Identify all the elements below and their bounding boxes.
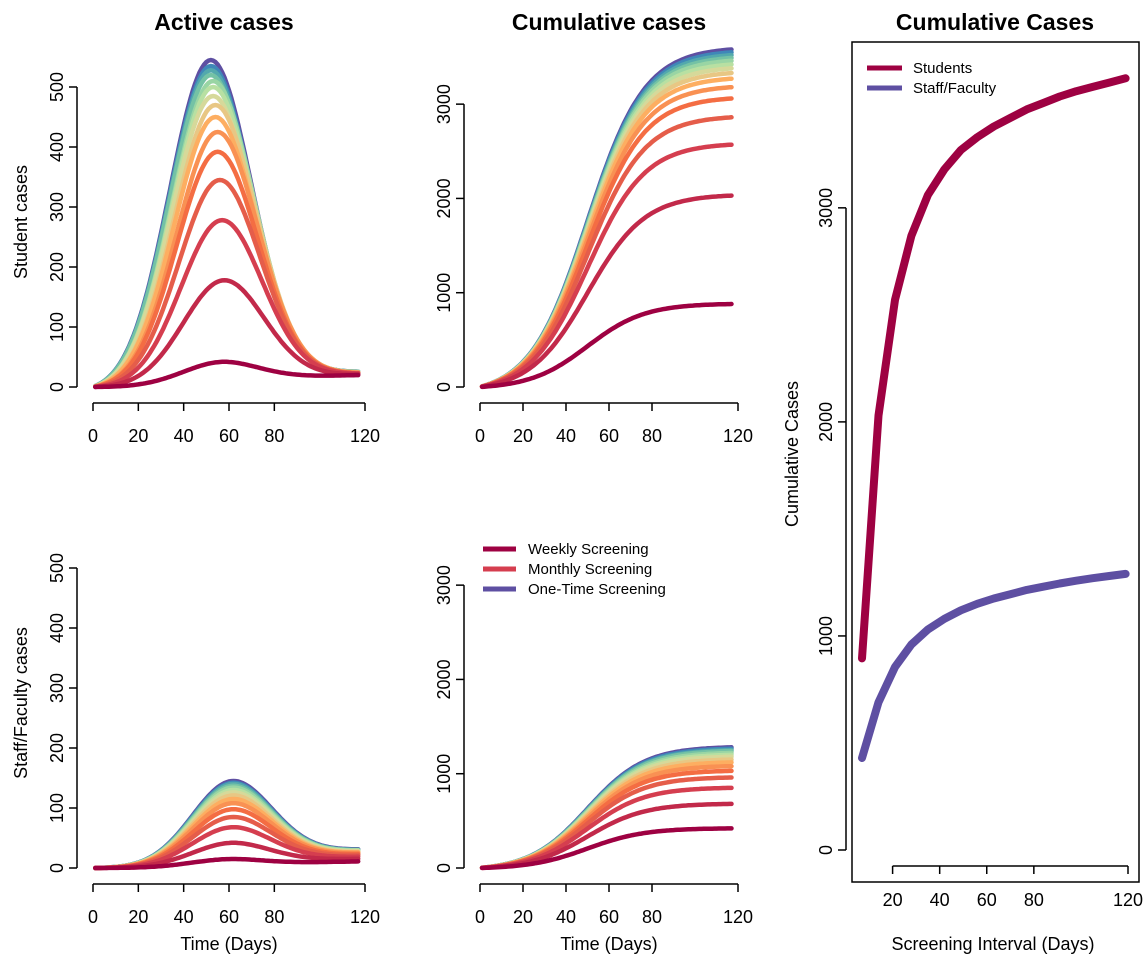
y-tick-label: 3000 [816, 188, 836, 228]
x-tick-label: 120 [350, 907, 380, 927]
x-tick-label: 0 [88, 907, 98, 927]
series-line [93, 856, 361, 871]
y-tick-label: 0 [47, 382, 67, 392]
series-line [479, 55, 734, 389]
y-axis-label: Student cases [11, 165, 31, 279]
y-axis-label: Cumulative Cases [782, 381, 802, 527]
x-axis-label: Time (Days) [180, 934, 277, 954]
x-axis-label: Screening Interval (Days) [891, 934, 1094, 954]
series-line [93, 217, 361, 390]
y-tick-label: 100 [47, 312, 67, 342]
y-tick-label: 500 [47, 553, 67, 583]
x-tick-label: 60 [599, 907, 619, 927]
y-tick-label: 0 [434, 863, 454, 873]
series-line [479, 47, 734, 389]
y-tick-label: 3000 [434, 565, 454, 605]
y-tick-label: 3000 [434, 84, 454, 124]
y-tick-label: 1000 [434, 754, 454, 794]
x-tick-label: 80 [642, 426, 662, 446]
y-axis-label: Staff/Faculty cases [11, 627, 31, 779]
panel-cumulative-staff: 0 20 40 60 80 120 0 1000 2000 3000 Time (Days) Week… [434, 541, 753, 954]
x-tick-label: 120 [723, 907, 753, 927]
x-tick-label: 0 [88, 426, 98, 446]
y-tick-label: 0 [47, 863, 67, 873]
x-tick-label: 120 [723, 426, 753, 446]
x-tick-label: 40 [174, 907, 194, 927]
y-tick-label: 300 [47, 192, 67, 222]
x-tick-label: 20 [128, 907, 148, 927]
legend-label: One-Time Screening [528, 581, 666, 598]
series-line [93, 277, 361, 390]
y-tick-label: 200 [47, 252, 67, 282]
x-tick-label: 60 [599, 426, 619, 446]
x-axis-label: Time (Days) [560, 934, 657, 954]
x-tick-label: 20 [513, 907, 533, 927]
y-tick-label: 2000 [434, 659, 454, 699]
series-line [479, 76, 734, 389]
x-tick-label: 60 [219, 907, 239, 927]
series-line-0 [858, 74, 1130, 663]
series-line [93, 359, 361, 390]
series-line [479, 826, 734, 871]
y-tick-label: 400 [47, 613, 67, 643]
x-tick-label: 20 [883, 890, 903, 910]
series-line [479, 301, 734, 390]
x-tick-label: 40 [556, 907, 576, 927]
series-line [93, 102, 361, 389]
x-tick-label: 80 [642, 907, 662, 927]
y-tick-label: 300 [47, 673, 67, 703]
panel-cumulative-students: 0 20 40 60 80 120 0 1000 2000 3000 Cumulative case… [434, 9, 753, 446]
series-line [479, 142, 734, 389]
legend-label: Staff/Faculty [913, 80, 997, 97]
panel-active-staff: 0 20 40 60 80 120 0 100 200 300 400 500 Staff/Facult… [11, 553, 380, 954]
y-tick-label: 1000 [434, 273, 454, 313]
plot-frame [851, 41, 1140, 883]
y-tick-label: 100 [47, 793, 67, 823]
y-tick-label: 2000 [434, 178, 454, 218]
panel-title: Active cases [154, 9, 293, 35]
y-tick-label: 2000 [816, 402, 836, 442]
x-tick-label: 0 [475, 426, 485, 446]
y-tick-label: 400 [47, 132, 67, 162]
x-tick-label: 20 [513, 426, 533, 446]
y-tick-label: 500 [47, 72, 67, 102]
x-tick-label: 80 [1024, 890, 1044, 910]
x-tick-label: 120 [350, 426, 380, 446]
panel-cumulative-by-interval: 20 40 60 80 120 0 1000 2000 3000 Cumulative Cases… [782, 9, 1143, 954]
y-tick-label: 0 [816, 845, 836, 855]
x-tick-label: 60 [977, 890, 997, 910]
panel-active-students: 0 20 40 60 80 120 0 100 200 300 400 500 Active cases… [11, 9, 380, 446]
y-tick-label: 0 [434, 382, 454, 392]
series-line-1 [858, 569, 1130, 762]
panel-title: Cumulative cases [512, 9, 706, 35]
x-tick-label: 40 [174, 426, 194, 446]
x-tick-label: 80 [264, 426, 284, 446]
x-tick-label: 40 [556, 426, 576, 446]
legend-label: Students [913, 60, 972, 77]
legend-label: Weekly Screening [528, 541, 649, 558]
x-tick-label: 60 [219, 426, 239, 446]
y-tick-label: 200 [47, 733, 67, 763]
x-tick-label: 120 [1113, 890, 1143, 910]
series-line [479, 84, 734, 389]
panel-title: Cumulative Cases [896, 9, 1094, 35]
legend-label: Monthly Screening [528, 561, 652, 578]
x-tick-label: 0 [475, 907, 485, 927]
x-tick-label: 80 [264, 907, 284, 927]
x-tick-label: 20 [128, 426, 148, 446]
y-tick-label: 1000 [816, 616, 836, 656]
series-line [479, 193, 734, 389]
series-line [479, 96, 734, 389]
series-line [479, 115, 734, 389]
x-tick-label: 40 [930, 890, 950, 910]
